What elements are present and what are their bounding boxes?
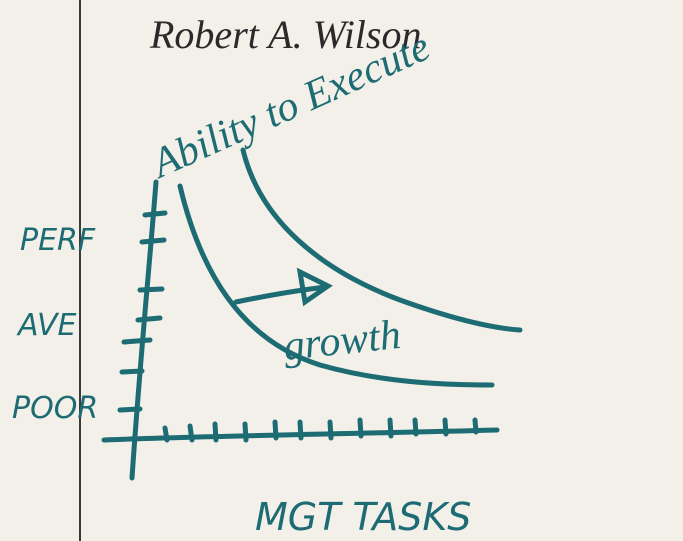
y-label: PERF [20, 223, 96, 258]
x-axis-label: MGT TASKS [255, 495, 471, 539]
curve-lower [177, 183, 495, 388]
axes [101, 147, 523, 481]
arrow-shaft [233, 284, 329, 305]
arrow-head [296, 267, 333, 307]
curve-upper [240, 147, 523, 333]
y-ticks [117, 210, 168, 413]
y-label: AVE [16, 308, 77, 343]
x-axis [101, 427, 500, 443]
signature: Robert A. Wilson [149, 12, 421, 57]
y-label: POOR [12, 391, 98, 426]
x-ticks [162, 417, 479, 443]
